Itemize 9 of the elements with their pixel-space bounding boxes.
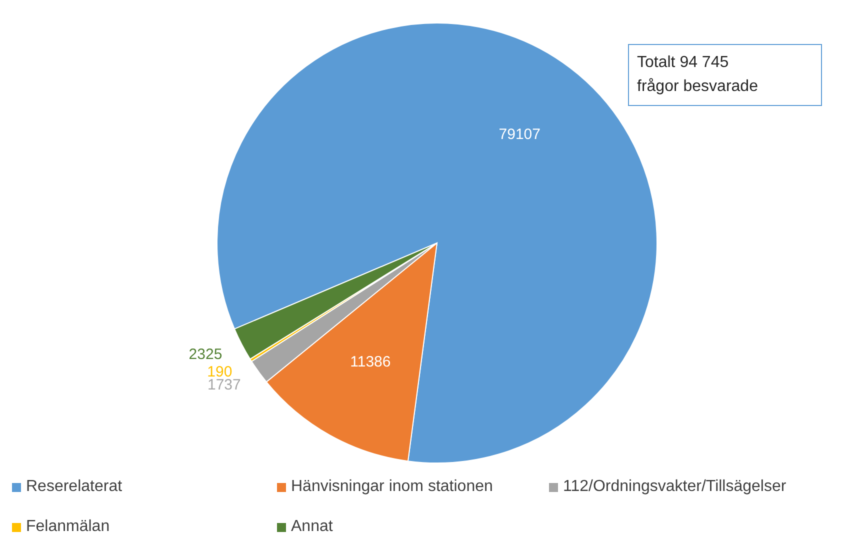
data-label: 2325 bbox=[188, 346, 222, 363]
data-label: 79107 bbox=[498, 126, 540, 143]
legend-label: Annat bbox=[291, 518, 333, 536]
data-label: 11386 bbox=[350, 354, 391, 371]
legend-label: Felanmälan bbox=[26, 518, 110, 536]
legend-label: Hänvisningar inom stationen bbox=[291, 478, 493, 496]
legend-label: Reserelaterat bbox=[26, 478, 122, 496]
text: Totalt 94 745 frågor besvarade bbox=[628, 44, 822, 106]
legend-label: 112/Ordningsvakter/Tillsägelser bbox=[563, 478, 786, 496]
